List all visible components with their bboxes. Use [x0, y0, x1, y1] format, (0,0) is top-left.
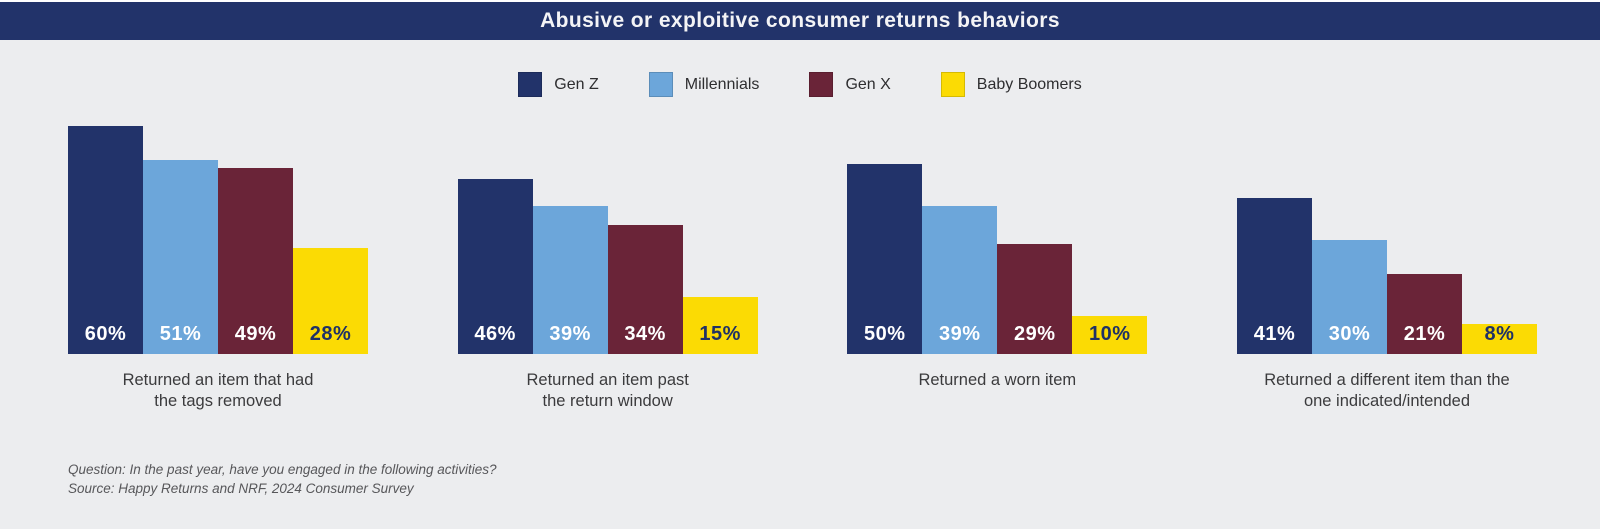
bar-baby-boomers: 28% — [293, 248, 368, 354]
bar-value-label: 34% — [624, 323, 666, 345]
bar-gen-z: 46% — [457, 179, 533, 354]
footnote-source: Source: Happy Returns and NRF, 2024 Cons… — [68, 481, 414, 496]
bar-value-label: 50% — [864, 323, 906, 345]
bar-value-label: 28% — [309, 323, 352, 345]
bar-millennials: 30% — [1311, 240, 1387, 354]
bar-baby-boomers: 8% — [1461, 323, 1537, 354]
bar-gen-x: 49% — [218, 168, 293, 354]
bar-gen-z: 60% — [68, 126, 143, 354]
legend-item-label: Gen Z — [554, 75, 599, 93]
bar-value-label: 41% — [1253, 323, 1296, 345]
category-labels-row: Returned an item that had the tags remov… — [68, 370, 1537, 412]
bar-value-label: 10% — [1089, 323, 1131, 345]
category-label-different-item: Returned a different item than the one i… — [1264, 371, 1510, 410]
bar-gen-x: 21% — [1386, 274, 1462, 354]
gen-x-swatch-icon — [809, 72, 834, 97]
bar-value-label: 29% — [1014, 323, 1056, 345]
bar-value-label: 15% — [699, 323, 741, 345]
bar-millennials: 51% — [143, 160, 218, 354]
footnote: Question: In the past year, have you eng… — [68, 460, 497, 498]
legend-item-label: Millennials — [684, 75, 760, 93]
chart-area: 60% 51% 49% 28% 46% 39% 34% 15% 50% 39% … — [68, 122, 1537, 354]
bar-gen-x: 34% — [607, 225, 683, 354]
bar-millennials: 39% — [922, 206, 998, 354]
bar-gen-z: 41% — [1236, 198, 1312, 354]
bar-value-label: 21% — [1403, 323, 1446, 345]
bar-value-label: 39% — [939, 323, 981, 345]
millennials-swatch-icon — [648, 72, 673, 97]
bar-value-label: 30% — [1328, 323, 1371, 345]
bar-value-label: 39% — [549, 323, 591, 345]
category-label-worn-item: Returned a worn item — [918, 371, 1077, 389]
bar-baby-boomers: 15% — [682, 297, 758, 354]
footnote-question: Question: In the past year, have you eng… — [68, 462, 497, 477]
bar-gen-x: 29% — [997, 244, 1073, 354]
bar-value-label: 8% — [1484, 323, 1515, 345]
bar-group-different-item: 41% 30% 21% 8% — [1236, 122, 1537, 354]
bar-group-past-window: 46% 39% 34% 15% — [457, 122, 758, 354]
category-label-tags-removed: Returned an item that had the tags remov… — [122, 371, 314, 410]
legend-item-baby-boomers: Baby Boomers — [940, 72, 1082, 97]
legend-item-gen-z: Gen Z — [518, 72, 599, 97]
bar-value-label: 46% — [474, 323, 516, 345]
category-label-past-window: Returned an item past the return window — [526, 371, 689, 410]
title-bar: Abusive or exploitive consumer returns b… — [0, 2, 1600, 40]
bar-millennials: 39% — [532, 206, 608, 354]
baby-boomers-swatch-icon — [940, 72, 965, 97]
bar-value-label: 51% — [159, 323, 202, 345]
bar-baby-boomers: 10% — [1072, 316, 1148, 354]
gen-z-swatch-icon — [518, 72, 543, 97]
legend-item-label: Baby Boomers — [976, 75, 1082, 93]
chart-title: Abusive or exploitive consumer returns b… — [540, 9, 1060, 32]
legend: Gen Z Millennials Gen X Baby Boomers — [0, 72, 1600, 97]
legend-item-label: Gen X — [845, 75, 891, 93]
bar-value-label: 60% — [84, 323, 127, 345]
bar-group-tags-removed: 60% 51% 49% 28% — [68, 122, 368, 354]
legend-item-millennials: Millennials — [648, 72, 760, 97]
bar-group-worn-item: 50% 39% 29% 10% — [847, 122, 1148, 354]
bar-value-label: 49% — [234, 323, 277, 345]
bar-gen-z: 50% — [847, 164, 923, 354]
legend-item-gen-x: Gen X — [809, 72, 891, 97]
